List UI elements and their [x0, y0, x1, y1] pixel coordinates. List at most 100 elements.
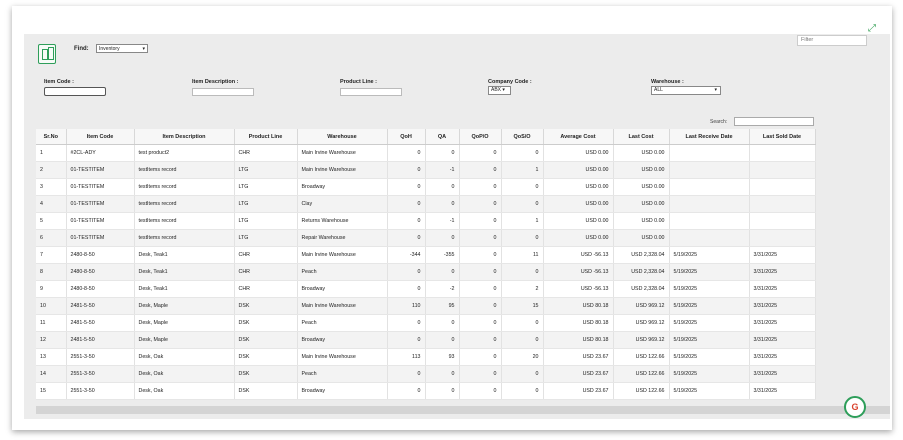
item-code-link[interactable]: 01-TESTITEM	[66, 178, 135, 196]
table-cell: DSK	[234, 365, 298, 383]
find-label: Find:	[74, 46, 89, 52]
table-cell: 0	[501, 229, 544, 247]
table-cell: 0	[501, 365, 544, 383]
table-row[interactable]: 14 2551-3-50 Desk, Oak DSK Peach 0 0 0 0 USD 23.6…	[36, 365, 816, 383]
table-cell: Desk, Maple	[134, 331, 235, 349]
table-row[interactable]: 1 #2CL-ADY test product2 CHR Main Irvine War…	[36, 144, 816, 162]
company-code-select[interactable]: ABX ▾	[488, 86, 511, 95]
column-header[interactable]: Item Code	[66, 129, 135, 145]
table-cell	[749, 161, 816, 179]
column-header[interactable]: Sr.No	[36, 129, 67, 145]
item-description-input[interactable]	[192, 88, 254, 96]
table-cell: 0	[387, 195, 426, 213]
table-cell: 0	[459, 331, 502, 349]
column-header[interactable]: QoP/O	[459, 129, 502, 145]
column-header[interactable]: QA	[425, 129, 460, 145]
table-cell: 9	[36, 280, 67, 298]
table-row[interactable]: 5 01-TESTITEM testItems record LTG Returns W…	[36, 212, 816, 230]
table-row[interactable]: 12 2481-5-50 Desk, Maple DSK Broadway 0 0 0 0 USD…	[36, 331, 816, 349]
table-cell: 3/31/2025	[749, 382, 816, 400]
warehouse-label: Warehouse :	[651, 79, 684, 85]
column-header[interactable]: Last Sold Date	[749, 129, 816, 145]
column-header[interactable]: QoS/O	[501, 129, 544, 145]
table-cell: 3/31/2025	[749, 263, 816, 281]
table-cell: -355	[425, 246, 460, 264]
item-code-link[interactable]: 2551-3-50	[66, 382, 135, 400]
table-row[interactable]: 13 2551-3-50 Desk, Oak DSK Main Irvine Wareh…	[36, 348, 816, 366]
column-header[interactable]: Product Line	[234, 129, 298, 145]
table-row[interactable]: 15 2551-3-50 Desk, Oak DSK Broadway 0 0 0 0 USD 2…	[36, 382, 816, 400]
table-cell	[669, 229, 750, 247]
column-header[interactable]: Warehouse	[297, 129, 388, 145]
item-code-link[interactable]: 2481-5-50	[66, 314, 135, 332]
table-row[interactable]: 7 2480-8-50 Desk, Teak1 CHR Main Irvine Ware…	[36, 246, 816, 264]
table-cell: 0	[501, 178, 544, 196]
table-cell: Desk, Oak	[134, 348, 235, 366]
item-code-link[interactable]: 01-TESTITEM	[66, 212, 135, 230]
table-cell: 0	[387, 161, 426, 179]
table-cell: 3/31/2025	[749, 331, 816, 349]
horizontal-scrollbar[interactable]	[36, 406, 890, 414]
expand-icon[interactable]: ⤢	[868, 23, 876, 34]
table-cell: 110	[387, 297, 426, 315]
table-cell: 3/31/2025	[749, 280, 816, 298]
item-code-link[interactable]: 2480-8-50	[66, 246, 135, 264]
item-code-link[interactable]: 01-TESTITEM	[66, 229, 135, 247]
column-header[interactable]: QoH	[387, 129, 426, 145]
table-row[interactable]: 4 01-TESTITEM testItems record LTG Clay 0 0 0 0 U…	[36, 195, 816, 213]
table-cell: DSK	[234, 331, 298, 349]
table-cell: 0	[459, 212, 502, 230]
table-cell: testItems record	[134, 161, 235, 179]
table-cell: 1	[36, 144, 67, 162]
product-line-input[interactable]	[340, 88, 402, 96]
table-cell: 4	[36, 195, 67, 213]
table-row[interactable]: 2 01-TESTITEM testItems record LTG Main Irvi…	[36, 161, 816, 179]
item-code-link[interactable]: 2481-5-50	[66, 297, 135, 315]
item-code-link[interactable]: 2480-8-50	[66, 280, 135, 298]
table-cell: 12	[36, 331, 67, 349]
table-cell: 0	[425, 331, 460, 349]
table-cell: 3	[36, 178, 67, 196]
table-row[interactable]: 3 01-TESTITEM testItems record LTG Broadway 0…	[36, 178, 816, 196]
warehouse-select[interactable]: ALL ▾	[651, 86, 721, 95]
table-cell	[669, 161, 750, 179]
table-cell: DSK	[234, 314, 298, 332]
table-cell: USD 0.00	[543, 229, 614, 247]
table-row[interactable]: 10 2481-5-50 Desk, Maple DSK Main Irvine War…	[36, 297, 816, 315]
table-cell: 0	[425, 144, 460, 162]
table-cell: USD 80.18	[543, 314, 614, 332]
item-code-link[interactable]: 01-TESTITEM	[66, 161, 135, 179]
table-cell: 3/31/2025	[749, 314, 816, 332]
item-code-link[interactable]: 2480-8-50	[66, 263, 135, 281]
table-cell: 0	[425, 382, 460, 400]
table-cell: 6	[36, 229, 67, 247]
item-code-link[interactable]: 01-TESTITEM	[66, 195, 135, 213]
column-header[interactable]: Item Description	[134, 129, 235, 145]
table-cell: 3/31/2025	[749, 365, 816, 383]
item-code-link[interactable]: 2481-5-50	[66, 331, 135, 349]
item-code-link[interactable]: 2551-3-50	[66, 348, 135, 366]
item-code-link[interactable]: 2551-3-50	[66, 365, 135, 383]
table-row[interactable]: 9 2480-8-50 Desk, Teak1 CHR Broadway 0 -2 0 2 USD…	[36, 280, 816, 298]
filter-input[interactable]: Filter	[797, 35, 867, 46]
table-cell: Returns Warehouse	[297, 212, 388, 230]
table-cell: LTG	[234, 161, 298, 179]
item-code-link[interactable]: #2CL-ADY	[66, 144, 135, 162]
column-header[interactable]: Last Receive Date	[669, 129, 750, 145]
column-header[interactable]: Average Cost	[543, 129, 614, 145]
column-header[interactable]: Last Cost	[613, 129, 670, 145]
find-select[interactable]: Inventory ▾	[96, 44, 148, 53]
table-cell: 3/31/2025	[749, 246, 816, 264]
table-cell: Main Irvine Warehouse	[297, 246, 388, 264]
table-cell: USD 2,328.04	[613, 280, 670, 298]
table-cell: USD 23.67	[543, 365, 614, 383]
table-row[interactable]: 8 2480-8-50 Desk, Teak1 CHR Peach 0 0 0 0 USD -56…	[36, 263, 816, 281]
table-cell: -344	[387, 246, 426, 264]
inventory-panel: Find: Inventory ▾ Item Code : Item Descr…	[24, 34, 890, 419]
table-row[interactable]: 6 01-TESTITEM testItems record LTG Repair Wa…	[36, 229, 816, 247]
search-input[interactable]	[734, 117, 814, 126]
table-cell: 0	[425, 229, 460, 247]
table-row[interactable]: 11 2481-5-50 Desk, Maple DSK Peach 0 0 0 0 USD 80…	[36, 314, 816, 332]
item-code-input[interactable]	[44, 87, 106, 96]
help-chat-icon[interactable]: G	[844, 396, 866, 418]
